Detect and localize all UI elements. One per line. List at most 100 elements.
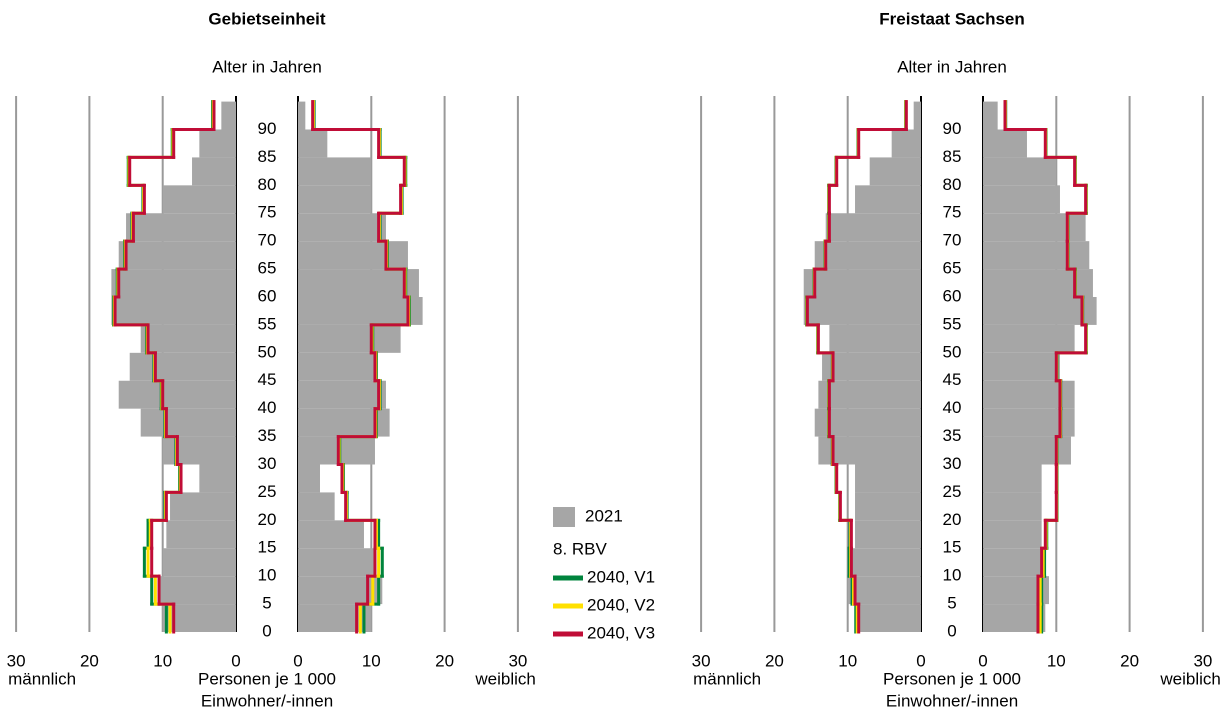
- bar-2021: [983, 101, 998, 130]
- y-tick-label: 90: [943, 119, 962, 138]
- y-tick-label: 25: [943, 482, 962, 501]
- bar-2021: [983, 604, 1046, 632]
- x-axis-label: Personen je 1 000: [883, 669, 1021, 688]
- bar-2021: [298, 297, 423, 325]
- y-tick-label: 75: [943, 203, 962, 222]
- bar-2021: [814, 241, 921, 270]
- legend-group-title: 8. RBV: [553, 539, 608, 558]
- panel-title: Freistaat Sachsen: [879, 9, 1025, 28]
- x-tick-label: 20: [1120, 651, 1139, 670]
- bar-2021: [298, 380, 386, 409]
- bar-2021: [298, 213, 386, 242]
- bar-2021: [111, 269, 236, 297]
- y-tick-label: 55: [943, 314, 962, 333]
- y-tick-label: 25: [258, 482, 277, 501]
- bar-2021: [847, 576, 921, 605]
- y-tick-label: 35: [258, 426, 277, 445]
- y-tick-label: 5: [262, 594, 271, 613]
- y-tick-label: 85: [258, 147, 277, 166]
- x-tick-label: 0: [231, 651, 240, 670]
- bar-2021: [298, 548, 375, 577]
- x-tick-label: 30: [508, 651, 527, 670]
- bar-2021: [111, 297, 236, 325]
- y-tick-label: 45: [943, 370, 962, 389]
- bar-2021: [825, 213, 921, 242]
- legend-label: 2021: [585, 506, 623, 525]
- legend-swatch: [553, 507, 575, 527]
- bar-2021: [891, 129, 921, 158]
- x-tick-label: 30: [692, 651, 711, 670]
- bar-2021: [298, 576, 383, 605]
- y-tick-label: 20: [258, 510, 277, 529]
- bar-2021: [983, 520, 1042, 549]
- y-tick-label: 50: [258, 342, 277, 361]
- y-axis-label: Alter in Jahren: [212, 57, 322, 76]
- bar-2021: [298, 464, 320, 493]
- bar-2021: [298, 436, 375, 465]
- female-label: weiblich: [1159, 669, 1220, 688]
- y-tick-label: 35: [943, 426, 962, 445]
- bar-2021: [855, 520, 921, 549]
- bar-2021: [298, 157, 372, 186]
- y-tick-label: 40: [258, 398, 277, 417]
- bar-2021: [298, 492, 335, 521]
- bar-2021: [851, 548, 921, 577]
- bar-2021: [221, 101, 236, 130]
- y-tick-label: 0: [262, 621, 271, 640]
- y-tick-label: 20: [943, 510, 962, 529]
- bar-2021: [170, 492, 236, 521]
- y-tick-label: 50: [943, 342, 962, 361]
- x-axis-label: Einwohner/-innen: [886, 691, 1018, 710]
- legend-label: 2040, V3: [587, 623, 655, 642]
- y-tick-label: 15: [258, 538, 277, 557]
- bar-2021: [855, 492, 921, 521]
- bar-2021: [983, 213, 1086, 242]
- y-tick-label: 90: [258, 119, 277, 138]
- bar-2021: [162, 548, 236, 577]
- bar-2021: [199, 464, 236, 493]
- bar-2021: [855, 604, 921, 632]
- y-tick-label: 70: [943, 231, 962, 250]
- bar-2021: [162, 185, 236, 214]
- bar-2021: [118, 241, 236, 270]
- bar-2021: [983, 548, 1046, 577]
- bar-2021: [298, 101, 306, 130]
- x-axis-label: Einwohner/-innen: [201, 691, 333, 710]
- x-tick-label: 20: [435, 651, 454, 670]
- x-tick-label: 0: [978, 651, 987, 670]
- bar-2021: [983, 324, 1075, 353]
- y-tick-label: 75: [258, 203, 277, 222]
- bar-2021: [298, 185, 372, 214]
- x-tick-label: 30: [1193, 651, 1212, 670]
- y-tick-label: 85: [943, 147, 962, 166]
- bar-2021: [199, 129, 236, 158]
- male-label: männlich: [8, 669, 76, 688]
- bar-2021: [298, 520, 364, 549]
- female-label: weiblich: [474, 669, 535, 688]
- y-tick-label: 45: [258, 370, 277, 389]
- bar-2021: [869, 157, 921, 186]
- y-tick-label: 80: [943, 175, 962, 194]
- x-tick-label: 0: [916, 651, 925, 670]
- y-tick-label: 70: [258, 231, 277, 250]
- bar-2021: [983, 492, 1042, 521]
- bar-2021: [140, 324, 236, 353]
- bar-2021: [129, 352, 236, 381]
- y-axis-label: Alter in Jahren: [897, 57, 1007, 76]
- bar-2021: [118, 380, 236, 409]
- y-tick-label: 5: [947, 594, 956, 613]
- y-tick-label: 60: [943, 286, 962, 305]
- y-tick-label: 60: [258, 286, 277, 305]
- x-axis-label: Personen je 1 000: [198, 669, 336, 688]
- x-tick-label: 30: [7, 651, 26, 670]
- x-tick-label: 10: [153, 651, 172, 670]
- bar-2021: [818, 380, 921, 409]
- bar-2021: [162, 436, 236, 465]
- bar-2021: [803, 269, 921, 297]
- legend-label: 2040, V1: [587, 567, 655, 586]
- y-tick-label: 65: [258, 259, 277, 278]
- x-tick-label: 10: [362, 651, 381, 670]
- bar-2021: [818, 436, 921, 465]
- y-tick-label: 55: [258, 314, 277, 333]
